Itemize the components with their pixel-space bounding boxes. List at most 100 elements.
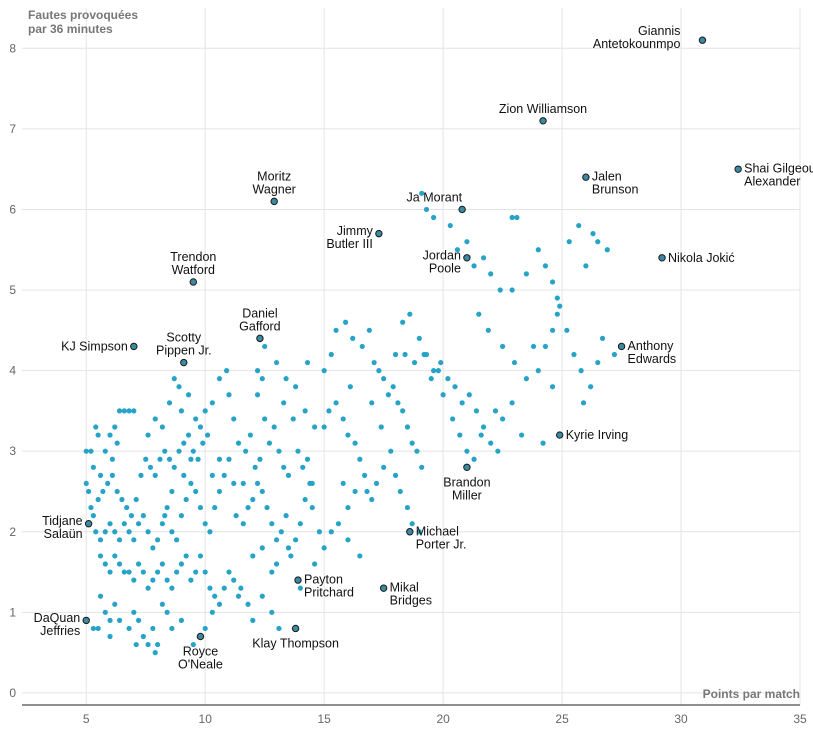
data-point (347, 384, 353, 390)
data-point (95, 432, 101, 438)
data-point (509, 400, 515, 406)
data-point (576, 222, 582, 229)
data-point (212, 593, 218, 599)
data-point (400, 319, 406, 325)
data-point (190, 641, 196, 648)
data-point (83, 480, 89, 487)
data-point (371, 359, 377, 366)
data-point (152, 416, 158, 422)
player-name-label: Trendon (170, 250, 216, 264)
data-point (499, 343, 506, 350)
y-axis-title-line-1: Fautes provoquées (28, 8, 138, 22)
data-point (309, 480, 315, 487)
data-point (269, 609, 275, 615)
data-point (419, 190, 425, 196)
data-point (476, 311, 482, 317)
data-point (235, 593, 242, 599)
data-point (240, 480, 246, 487)
data-point (226, 456, 232, 462)
highlighted-point (463, 254, 471, 262)
player-name-label: Alexander (744, 175, 800, 189)
data-point (262, 343, 268, 350)
data-point (126, 408, 132, 414)
data-point (316, 529, 323, 535)
player-name-label: Antetokounmpo (593, 37, 681, 51)
data-point (276, 448, 282, 454)
data-point (166, 456, 173, 462)
data-point (109, 472, 116, 478)
data-point (97, 537, 104, 543)
data-point (373, 480, 380, 487)
data-point (278, 529, 284, 535)
data-point (143, 456, 149, 462)
data-point (254, 392, 261, 398)
data-point (107, 617, 113, 623)
data-point (514, 214, 520, 221)
data-point (473, 408, 480, 414)
data-point (112, 529, 118, 535)
data-point (281, 400, 287, 406)
player-name-label: Royce (183, 645, 218, 659)
data-point (216, 376, 223, 382)
data-point (131, 408, 137, 414)
data-point (431, 368, 437, 374)
data-point (86, 488, 92, 495)
player-name-label: DaQuan (34, 611, 81, 625)
data-point (209, 609, 215, 615)
data-point (105, 480, 111, 487)
data-point (293, 537, 299, 543)
data-point (204, 432, 211, 438)
data-point (250, 617, 256, 623)
player-name-label: Bridges (390, 594, 432, 608)
data-point (312, 561, 318, 567)
data-point (121, 408, 127, 414)
data-point (519, 432, 525, 438)
player-name-label: KJ Simpson (61, 339, 128, 353)
data-point (128, 513, 135, 519)
player-name-label: Jimmy (337, 224, 374, 238)
data-point (497, 287, 503, 293)
data-point (290, 416, 296, 422)
highlighted-point (270, 197, 278, 206)
data-point (492, 408, 499, 414)
data-point (407, 311, 413, 317)
highlighted-point (463, 463, 471, 471)
data-point (240, 521, 246, 527)
data-point (131, 577, 137, 583)
data-point (566, 239, 572, 245)
data-point (159, 561, 165, 567)
data-point (159, 601, 165, 607)
data-point (283, 513, 289, 519)
data-point (304, 359, 311, 366)
player-name-label: Salaün (44, 527, 83, 541)
highlighted-point (556, 431, 564, 439)
data-point (159, 521, 165, 527)
data-point (200, 440, 206, 446)
data-point (209, 472, 215, 478)
y-tick-label: 3 (9, 444, 16, 458)
data-point (333, 400, 339, 406)
highlighted-point (375, 229, 383, 238)
data-point (285, 545, 292, 551)
data-point (385, 392, 391, 398)
data-point (171, 376, 177, 382)
data-point (90, 513, 96, 519)
data-point (102, 529, 108, 535)
data-point (376, 368, 382, 374)
data-point (145, 585, 151, 591)
x-axis-title: Points par match (703, 687, 800, 701)
data-point (438, 359, 444, 366)
data-point (357, 456, 363, 462)
data-point (102, 609, 108, 615)
player-name-label: Daniel (242, 306, 277, 320)
data-point (259, 593, 265, 599)
data-point (216, 601, 223, 607)
data-point (252, 464, 258, 470)
data-point (466, 392, 472, 398)
highlighted-point (734, 165, 742, 173)
y-tick-label: 5 (9, 283, 16, 297)
data-point (197, 504, 204, 511)
player-name-label: Zion Williamson (499, 102, 587, 116)
